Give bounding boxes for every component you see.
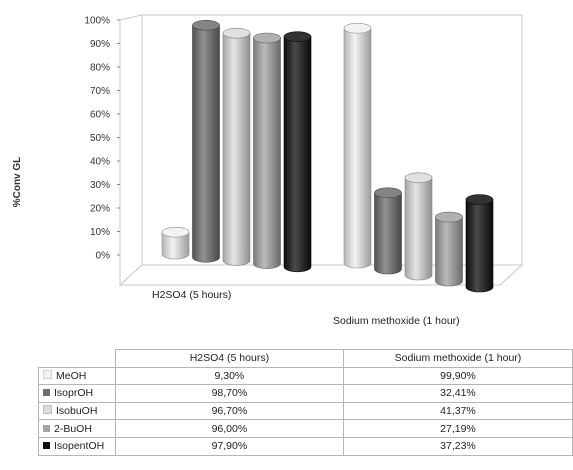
- table-cell: 96,00%: [114, 419, 344, 438]
- bar: [435, 211, 463, 287]
- bar-body: [343, 27, 372, 269]
- bar-top: [161, 226, 190, 238]
- bar-body: [404, 177, 433, 281]
- bar: [253, 32, 281, 269]
- legend-swatch: [43, 442, 50, 450]
- data-table: H2SO4 (5 hours) Sodium methoxide (1 hour…: [38, 349, 573, 456]
- bar-top: [374, 187, 402, 199]
- table-cell: 32,41%: [342, 384, 573, 403]
- legend-swatch: [43, 405, 52, 415]
- bar-top: [283, 31, 312, 43]
- series-legend-cell: IsobuOH: [38, 401, 116, 421]
- y-tick-label: 0%: [96, 251, 111, 262]
- y-axis-ticks: 0% 10% 20% 30% 40% 50% 60% 70% 80% 90% 100%: [84, 16, 120, 262]
- bar-top: [435, 211, 463, 223]
- bar-top: [253, 32, 281, 44]
- series-name: IsobuOH: [56, 405, 98, 418]
- bar-body: [465, 199, 494, 293]
- category-label-h2so4: H2SO4 (5 hours): [152, 289, 231, 301]
- bar: [161, 226, 190, 260]
- bar: [192, 19, 220, 263]
- y-tick-label: 20%: [90, 204, 110, 215]
- legend-swatch: [43, 389, 50, 397]
- table-column-header: Sodium methoxide (1 hour): [342, 349, 573, 368]
- table-cell: 97,90%: [114, 436, 344, 456]
- y-tick-label: 10%: [90, 227, 110, 238]
- series-name: IsoprOH: [54, 387, 94, 400]
- series-legend-cell: MeOH: [38, 366, 116, 386]
- category-label-sodium-methoxide: Sodium methoxide (1 hour): [333, 315, 460, 327]
- table-row: MeOH 9,30% 99,90%: [38, 366, 573, 386]
- y-tick-label: 70%: [90, 86, 110, 97]
- chart: %Conv GL 0% 10% 20% 30% 40% 50% 60% 70% 80% 90% 10…: [12, 14, 524, 327]
- table-cell: 98,70%: [114, 384, 344, 403]
- y-tick-label: 100%: [84, 16, 110, 27]
- table-row: IsoprOH 98,70% 32,41%: [38, 384, 573, 403]
- y-tick-label: 30%: [90, 180, 110, 191]
- legend-swatch: [43, 424, 50, 432]
- bar-top: [222, 27, 251, 39]
- table-corner: [38, 349, 116, 368]
- table-header-row: H2SO4 (5 hours) Sodium methoxide (1 hour…: [38, 349, 573, 368]
- legend-swatch: [43, 369, 52, 379]
- bar: [222, 27, 251, 266]
- y-tick-label: 50%: [90, 133, 110, 144]
- table-row: IsopentOH 97,90% 37,23%: [38, 436, 573, 456]
- table-row: 2-BuOH 96,00% 27,19%: [38, 419, 573, 438]
- series-legend-cell: IsopentOH: [38, 436, 116, 456]
- table-cell: 99,90%: [342, 366, 573, 386]
- table-cell: 27,19%: [342, 419, 573, 438]
- table-cell: 96,70%: [114, 401, 344, 421]
- bar-body: [253, 37, 281, 269]
- bars: [161, 19, 494, 293]
- table-row: IsobuOH 96,70% 41,37%: [38, 401, 573, 421]
- bar-top: [404, 172, 433, 184]
- y-tick-label: 60%: [90, 110, 110, 121]
- bar: [404, 172, 433, 281]
- bar-body: [435, 216, 463, 287]
- bar-top: [192, 19, 220, 31]
- left-wall: [119, 14, 143, 287]
- bar-body: [283, 36, 312, 273]
- bar-body: [192, 24, 220, 263]
- y-tick-label: 80%: [90, 63, 110, 74]
- table-column-header: H2SO4 (5 hours): [114, 349, 344, 368]
- bar-top: [465, 194, 494, 205]
- series-legend-cell: IsoprOH: [38, 384, 116, 403]
- series-name: 2-BuOH: [54, 422, 92, 435]
- bar-top: [343, 22, 372, 34]
- table-cell: 9,30%: [114, 366, 344, 386]
- bar-body: [222, 32, 251, 266]
- bar: [465, 194, 494, 293]
- table-cell: 41,37%: [342, 401, 573, 421]
- series-name: IsopentOH: [54, 440, 105, 453]
- table-cell: 37,23%: [342, 436, 573, 456]
- bar: [343, 22, 372, 269]
- bar-body: [374, 192, 402, 275]
- series-name: MeOH: [56, 369, 87, 382]
- bar: [283, 31, 312, 273]
- y-tick-label: 90%: [90, 39, 110, 50]
- bar: [374, 187, 402, 275]
- series-legend-cell: 2-BuOH: [38, 419, 116, 438]
- bar-body: [161, 231, 190, 260]
- y-tick-label: 40%: [90, 157, 110, 168]
- y-axis-label: %Conv GL: [12, 157, 23, 208]
